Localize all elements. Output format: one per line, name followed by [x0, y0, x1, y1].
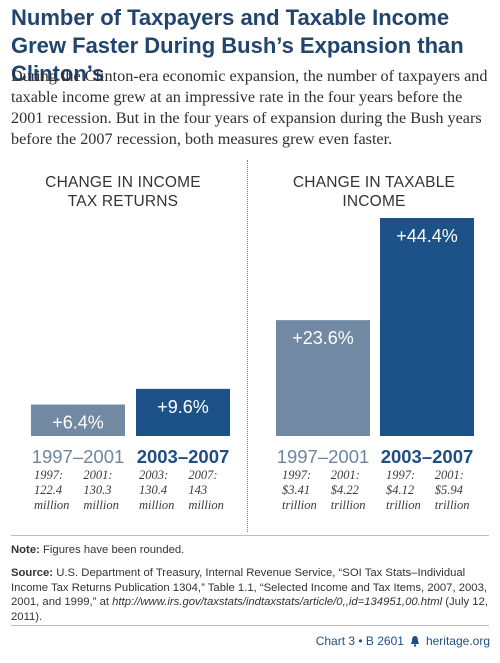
bar-detail-left-new: 2003: 130.4 million 2007: 143 million — [139, 468, 224, 512]
bar-value-label: +23.6% — [292, 328, 354, 348]
chart-id: Chart 3 • B 2601 — [315, 634, 404, 648]
category-label: 2003–2007 — [381, 446, 474, 467]
panel-title-line: CHANGE IN INCOME — [45, 174, 201, 191]
bar-detail-right-old: 1997: $3.41 trillion 2001: $4.22 trillion — [282, 468, 366, 512]
source-accessed: (July 12, 2011). — [11, 596, 488, 623]
note-label: Note: — [11, 544, 40, 556]
source-citation: Source: U.S. Department of Treasury, Int… — [11, 566, 491, 624]
divider-line — [11, 625, 489, 626]
chart-title: Number of Taxpayers and Taxable Income G… — [11, 5, 464, 86]
bar-detail-left-old: 1997: 122.4 million 2001: 130.3 million — [34, 468, 119, 512]
panel-title-line: INCOME — [342, 193, 406, 210]
bar-value-label: +9.6% — [157, 397, 209, 417]
panel-title-taxable-income: CHANGE IN TAXABLE INCOME — [265, 173, 483, 211]
bar-tax-returns-2003–2007 — [136, 388, 230, 436]
bar-taxable-income-2003–2007 — [380, 218, 474, 436]
note-text: Figures have been rounded. — [39, 544, 185, 556]
divider-line — [11, 535, 489, 536]
site-name[interactable]: heritage.org — [425, 634, 490, 648]
bar-detail-right-new: 1997: $4.12 trillion 2001: $5.94 trillion — [386, 468, 470, 512]
bar-value-label: +44.4% — [396, 226, 458, 246]
note: Note: Figures have been rounded. — [11, 544, 184, 556]
source-label: Source: — [11, 567, 54, 579]
source-link[interactable]: http://www.irs.gov/taxstats/indtaxstats/… — [112, 596, 443, 609]
category-label: 2003–2007 — [137, 446, 230, 467]
panel-title-tax-returns: CHANGE IN INCOME TAX RETURNS — [18, 173, 228, 211]
liberty-bell-icon — [410, 636, 419, 647]
source-text: U.S. Department of Treasury, Internal Re… — [11, 567, 488, 609]
intro-text: During the Clinton-era economic expansio… — [11, 67, 488, 148]
panel-divider — [247, 160, 248, 532]
bar-taxable-income-1997–2001 — [276, 320, 370, 436]
category-label: 1997–2001 — [277, 446, 370, 467]
footer: Chart 3 • B 2601 heritage.org — [316, 634, 490, 648]
category-label: 1997–2001 — [32, 446, 125, 467]
panel-title-line: CHANGE IN TAXABLE — [292, 174, 456, 191]
bar-tax-returns-1997–2001 — [31, 404, 125, 436]
bar-value-label: +6.4% — [52, 413, 104, 433]
panel-title-line: TAX RETURNS — [67, 193, 179, 210]
